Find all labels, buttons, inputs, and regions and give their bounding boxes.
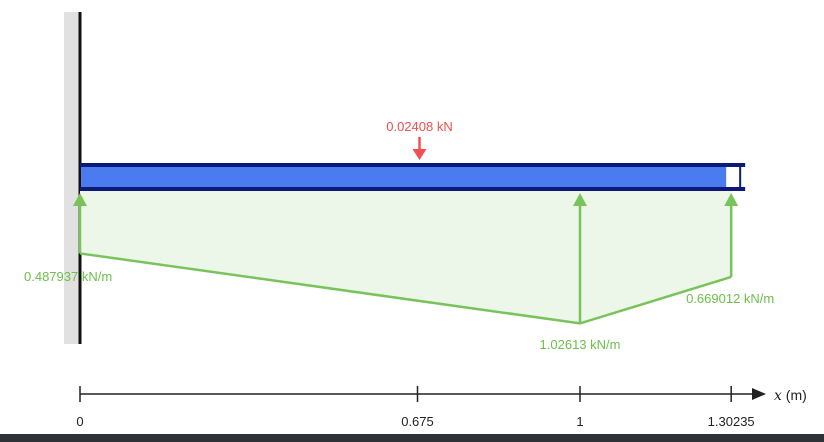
distributed-load-area [80,190,732,324]
x-axis-tick-label-1: 0.675 [401,414,434,429]
load-label-mid: 1.02613 kN/m [540,337,621,352]
x-axis-ticks: 0 0.675 1 1.30235 [76,386,755,429]
x-axis: 0 0.675 1 1.30235 x (m) [76,386,807,429]
x-axis-tick-label-3: 1.30235 [708,414,755,429]
point-load: 0.02408 kN [386,119,453,160]
load-label-start: 0.487937 kN/m [24,269,112,284]
x-axis-unit: (m) [786,387,807,403]
point-load-label: 0.02408 kN [386,119,453,134]
distributed-load-arrows [73,193,739,324]
load-arrow-head-1 [573,193,587,206]
load-label-end: 0.669012 kN/m [686,291,774,306]
beam-body [81,165,727,189]
x-axis-label: x (m) [774,387,807,404]
distributed-load-labels: 0.487937 kN/m 1.02613 kN/m 0.669012 kN/m [24,269,774,352]
beam [80,163,746,191]
fixed-support-wall [64,12,80,344]
x-axis-tick-label-0: 0 [76,414,83,429]
load-arrow-head-2 [724,193,739,206]
load-arrow-head-0 [73,193,87,206]
x-axis-tick-label-2: 1 [576,414,583,429]
point-load-arrow-head [412,149,427,160]
bottom-bar [0,434,824,442]
x-axis-arrow-icon [752,388,766,400]
x-axis-variable: x [774,388,782,404]
